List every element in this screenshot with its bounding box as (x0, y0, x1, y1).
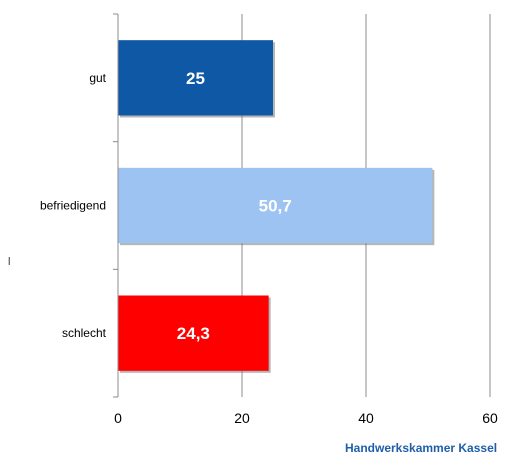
x-tick-label: 40 (358, 410, 374, 426)
bar-gut (118, 40, 273, 116)
x-tick-label: 20 (234, 410, 250, 426)
source-credit: Handwerkskammer Kassel (345, 441, 498, 455)
data-label: 24,3 (177, 324, 210, 343)
category-label: schlecht (62, 326, 107, 340)
bars (118, 40, 435, 373)
category-label: befriedigend (40, 199, 106, 213)
category-label: gut (89, 71, 106, 85)
x-tick-label: 0 (114, 410, 122, 426)
labels: 0 20 40 60 25 gut 50,7 befriedigend 24,3 schlecht (40, 69, 498, 426)
bar-befriedigend (118, 167, 433, 244)
y-axis-marker: l (8, 256, 11, 268)
x-tick-label: 60 (482, 410, 498, 426)
bar-schlecht (118, 295, 269, 371)
data-label: 50,7 (259, 197, 292, 216)
data-label: 25 (186, 69, 205, 88)
axes (113, 13, 119, 398)
